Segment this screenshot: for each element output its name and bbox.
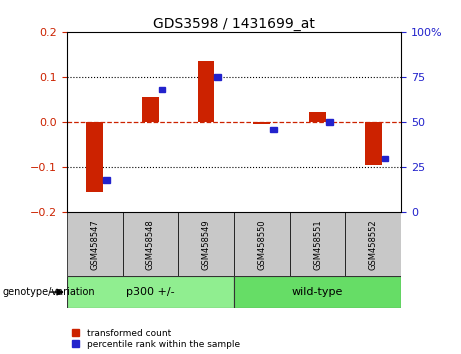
Bar [178, 212, 234, 276]
Bar [309, 112, 326, 122]
Bar [234, 276, 401, 308]
Bar [345, 212, 401, 276]
Legend: transformed count, percentile rank within the sample: transformed count, percentile rank withi… [71, 328, 241, 349]
Text: GSM458548: GSM458548 [146, 219, 155, 270]
Bar [254, 122, 270, 124]
Bar [234, 212, 290, 276]
Bar [382, 155, 388, 161]
Text: GSM458550: GSM458550 [257, 219, 266, 270]
Bar [326, 119, 332, 125]
Text: p300 +/-: p300 +/- [126, 287, 175, 297]
Bar [365, 122, 382, 165]
Bar [103, 177, 110, 183]
Bar [198, 61, 214, 122]
Bar [123, 212, 178, 276]
Text: GSM458552: GSM458552 [369, 219, 378, 270]
Text: GSM458549: GSM458549 [201, 219, 211, 270]
Bar [67, 276, 234, 308]
Text: genotype/variation: genotype/variation [2, 287, 95, 297]
Text: wild-type: wild-type [292, 287, 343, 297]
Bar [86, 122, 103, 192]
Bar [159, 87, 165, 92]
Bar [214, 74, 221, 80]
Bar [142, 97, 159, 122]
Text: GSM458547: GSM458547 [90, 219, 99, 270]
Title: GDS3598 / 1431699_at: GDS3598 / 1431699_at [153, 17, 315, 31]
Bar [290, 212, 345, 276]
Bar [67, 212, 123, 276]
Bar [270, 127, 277, 132]
Text: GSM458551: GSM458551 [313, 219, 322, 270]
